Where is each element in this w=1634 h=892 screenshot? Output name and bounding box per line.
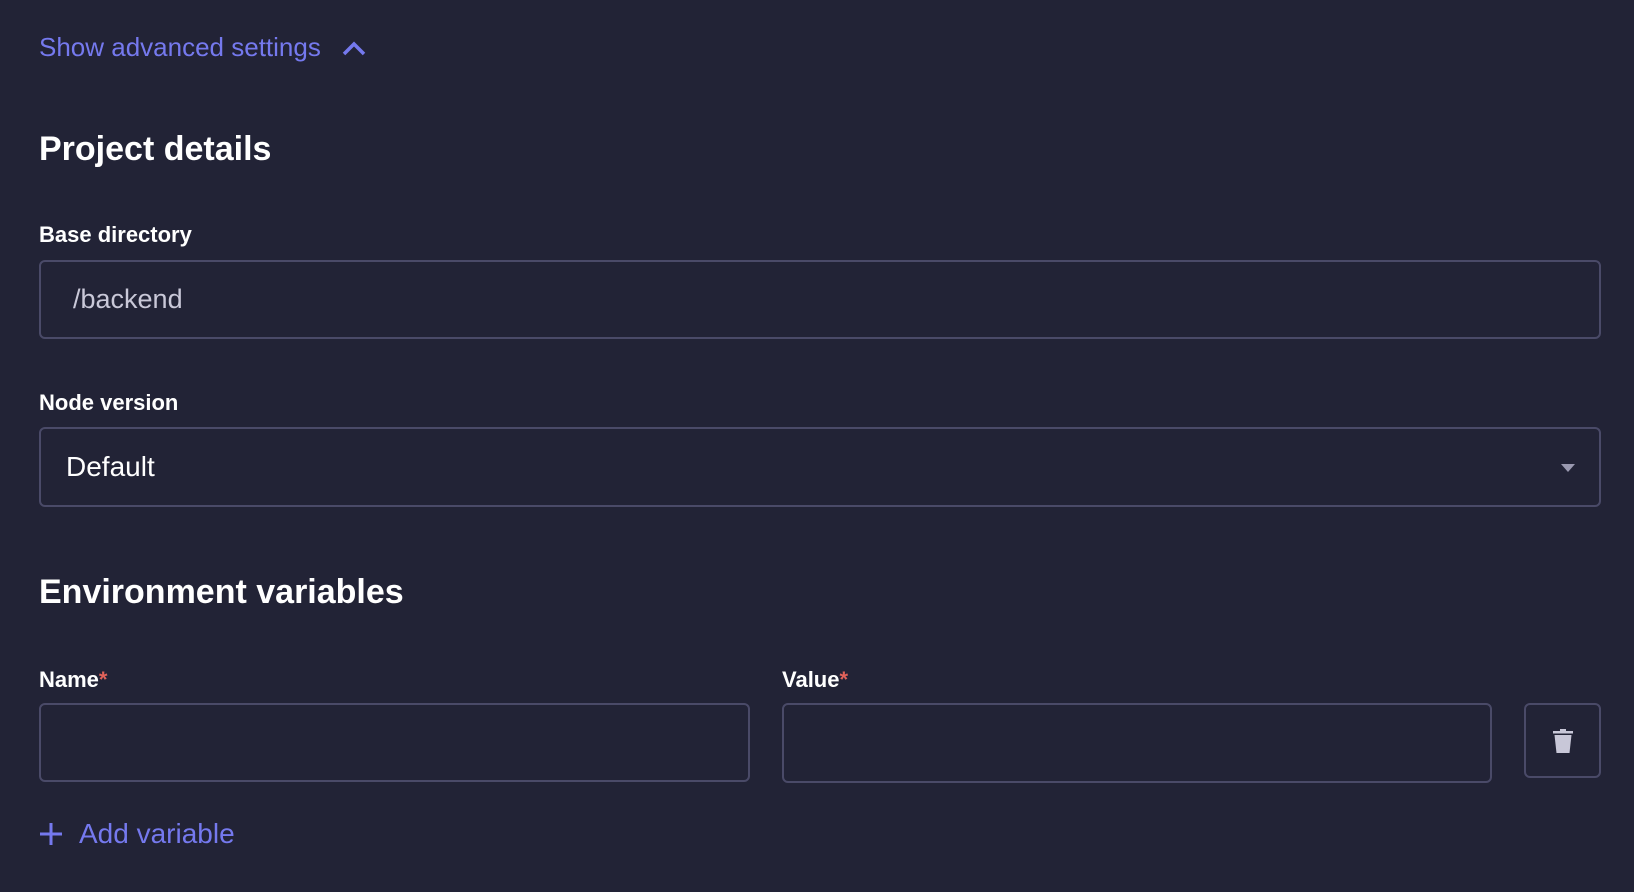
env-value-label: Value*: [782, 667, 849, 692]
delete-variable-button[interactable]: [1524, 703, 1601, 778]
plus-icon: [40, 823, 62, 845]
base-directory-label: Base directory: [39, 222, 192, 247]
env-value-field[interactable]: [782, 703, 1492, 783]
add-variable-label: Add variable: [79, 818, 235, 849]
show-advanced-settings-toggle[interactable]: Show advanced settings: [39, 32, 367, 63]
env-value-input[interactable]: [784, 705, 1490, 781]
env-name-label: Name*: [39, 667, 108, 692]
env-name-field[interactable]: [39, 703, 750, 782]
node-version-label: Node version: [39, 390, 179, 415]
node-version-selected: Default: [66, 451, 155, 482]
add-variable-button[interactable]: Add variable: [39, 818, 235, 850]
dropdown-caret-icon: [1561, 464, 1575, 472]
base-directory-field[interactable]: [39, 260, 1601, 339]
node-version-select[interactable]: Default: [39, 427, 1601, 507]
project-details-heading: Project details: [39, 130, 272, 168]
env-name-input[interactable]: [41, 705, 748, 780]
trash-icon: [1552, 728, 1573, 753]
environment-variables-heading: Environment variables: [39, 573, 404, 611]
chevron-up-icon: [342, 41, 366, 55]
base-directory-input[interactable]: [41, 262, 1599, 337]
show-advanced-settings-label: Show advanced settings: [39, 32, 321, 62]
